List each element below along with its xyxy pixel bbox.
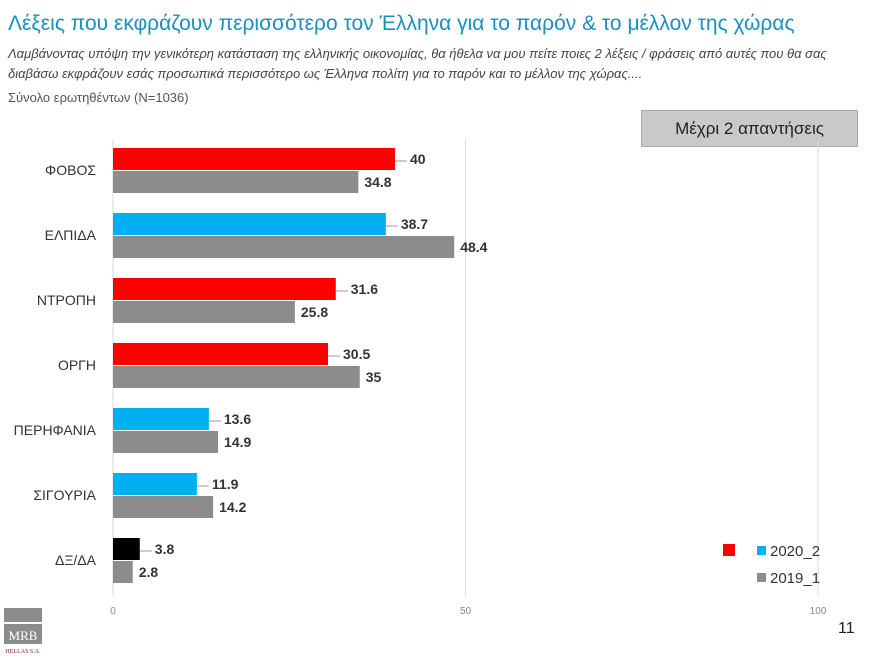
data-label: 14.2	[219, 499, 246, 515]
category-label: ΔΞ/ΔΑ	[55, 552, 97, 568]
data-label: 48.4	[460, 239, 487, 255]
x-tick-label: 100	[810, 606, 827, 617]
bar-2019_1	[113, 301, 295, 323]
bar-2019_1	[113, 366, 360, 388]
data-label: 3.8	[155, 541, 175, 557]
svg-text:MRB: MRB	[9, 628, 38, 643]
legend-label: 2019_1	[770, 570, 820, 587]
legend-swatch-blue	[757, 546, 766, 555]
bar-2020_2	[113, 148, 395, 170]
page-number: 11	[838, 620, 855, 637]
data-label: 35	[366, 369, 382, 385]
data-label: 31.6	[351, 281, 378, 297]
bar-2020_2	[113, 213, 386, 235]
legend-label: 2020_2	[770, 543, 820, 560]
svg-text:HELLAS S.A.: HELLAS S.A.	[5, 649, 41, 655]
data-label: 34.8	[364, 174, 391, 190]
category-label: ΣΙΓΟΥΡΙΑ	[33, 487, 96, 503]
data-label: 25.8	[301, 304, 328, 320]
data-label: 38.7	[401, 216, 428, 232]
bar-2019_1	[113, 236, 455, 258]
bar-2020_2	[113, 408, 209, 430]
data-label: 40	[410, 151, 426, 167]
x-tick-label: 50	[460, 606, 472, 617]
mrb-logo: MRB HELLAS S.A.	[4, 608, 42, 655]
survey-question: Λαμβάνοντας υπόψη την γενικότερη κατάστα…	[8, 46, 827, 81]
bar-2019_1	[113, 431, 219, 453]
data-label: 14.9	[224, 434, 251, 450]
bar-2019_1	[113, 171, 359, 193]
bar-2019_1	[113, 496, 214, 518]
data-label: 2.8	[139, 564, 159, 580]
category-label: ΦΟΒΟΣ	[45, 162, 96, 178]
category-label: ΝΤΡΟΠΗ	[37, 292, 96, 308]
page-title: Λέξεις που εκφράζουν περισσότερο τον Έλλ…	[8, 12, 795, 35]
category-label: ΟΡΓΗ	[58, 357, 96, 373]
category-label: ΕΛΠΙΔΑ	[45, 227, 97, 243]
data-label: 13.6	[224, 411, 251, 427]
legend-swatch-red	[723, 544, 735, 556]
bar-2020_2	[113, 538, 140, 560]
sample-base: Σύνολο ερωτηθέντων (N=1036)	[8, 90, 189, 105]
x-tick-label: 0	[110, 606, 116, 617]
legend-swatch-gray	[757, 573, 766, 582]
answers-note-box: Μέχρι 2 απαντήσεις	[641, 110, 858, 147]
data-label: 11.9	[212, 476, 239, 492]
bar-2020_2	[113, 343, 329, 365]
bar-2019_1	[113, 561, 133, 583]
bar-2020_2	[113, 473, 197, 495]
bar-2020_2	[113, 278, 336, 300]
category-label: ΠΕΡΗΦΑΝΙΑ	[14, 422, 97, 438]
data-label: 30.5	[343, 346, 370, 362]
